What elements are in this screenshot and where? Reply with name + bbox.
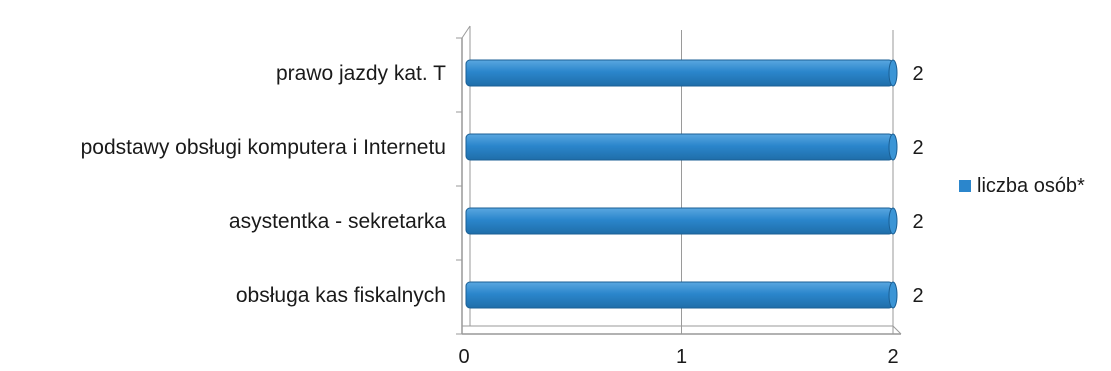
- bar-end-cap: [888, 133, 898, 161]
- bar: [465, 281, 894, 309]
- data-label: 2: [912, 137, 923, 159]
- bar-series: [465, 59, 898, 309]
- x-tick-label: 0: [458, 346, 469, 368]
- legend: liczba osób*: [959, 175, 1085, 197]
- bar: [465, 59, 894, 87]
- category-label: asystentka - sekretarka: [229, 210, 446, 233]
- x-axis-ticks: 0 1 2: [458, 346, 898, 368]
- x-tick-label: 2: [887, 346, 898, 368]
- category-label: podstawy obsługi komputera i Internetu: [81, 136, 446, 159]
- legend-label: liczba osób*: [977, 175, 1085, 197]
- bar-end-cap: [888, 281, 898, 309]
- bar: [465, 133, 894, 161]
- category-label: obsługa kas fiskalnych: [236, 284, 446, 307]
- legend-swatch: [959, 180, 971, 192]
- bar-end-cap: [888, 207, 898, 235]
- bar-end-cap: [888, 59, 898, 87]
- bar: [465, 207, 894, 235]
- floor-right-edge: [892, 325, 902, 335]
- data-label: 2: [912, 211, 923, 233]
- value-labels: 2 2 2 2: [912, 63, 923, 307]
- y-axis-top-depth: [461, 25, 471, 39]
- data-label: 2: [912, 285, 923, 307]
- data-label: 2: [912, 63, 923, 85]
- x-tick-label: 1: [676, 346, 687, 368]
- category-labels: prawo jazdy kat. T podstawy obsługi kompu…: [81, 62, 447, 307]
- category-label: prawo jazdy kat. T: [276, 62, 446, 85]
